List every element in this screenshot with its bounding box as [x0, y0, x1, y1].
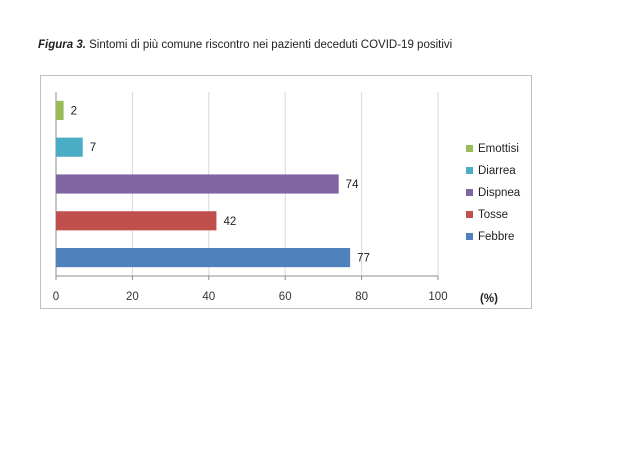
legend-swatch-dispnea [466, 189, 473, 196]
caption-text: Sintomi di più comune riscontro nei pazi… [85, 39, 453, 51]
legend-label-emottisi: Emottisi [478, 143, 519, 155]
x-tick-label-80: 80 [355, 291, 368, 303]
bar-tosse [56, 211, 217, 231]
figure-caption: Figura 3. Sintomi di più comune riscontr… [38, 39, 452, 51]
legend-swatch-febbre [466, 233, 473, 240]
x-tick-label-60: 60 [279, 291, 292, 303]
x-tick-label-0: 0 [53, 291, 59, 303]
bar-diarrea [56, 137, 83, 157]
legend-label-tosse: Tosse [478, 209, 508, 221]
chart-frame [40, 75, 532, 309]
data-label-dispnea: 74 [346, 179, 359, 191]
bar-emottisi [56, 100, 64, 120]
x-axis-unit-label: (%) [480, 293, 498, 305]
data-label-emottisi: 2 [71, 105, 77, 117]
legend-swatch-emottisi [466, 145, 473, 152]
data-label-diarrea: 7 [90, 142, 96, 154]
legend-label-febbre: Febbre [478, 231, 514, 243]
legend-swatch-tosse [466, 211, 473, 218]
x-tick-label-40: 40 [202, 291, 215, 303]
data-label-tosse: 42 [223, 216, 236, 228]
data-label-febbre: 77 [357, 253, 370, 265]
x-tick-label-20: 20 [126, 291, 139, 303]
legend-swatch-diarrea [466, 167, 473, 174]
bar-dispnea [56, 174, 339, 194]
caption-lead: Figura 3. [38, 39, 86, 51]
legend-label-diarrea: Diarrea [478, 165, 516, 177]
x-tick-label-100: 100 [428, 291, 447, 303]
bar-febbre [56, 248, 351, 268]
legend-label-dispnea: Dispnea [478, 187, 521, 199]
